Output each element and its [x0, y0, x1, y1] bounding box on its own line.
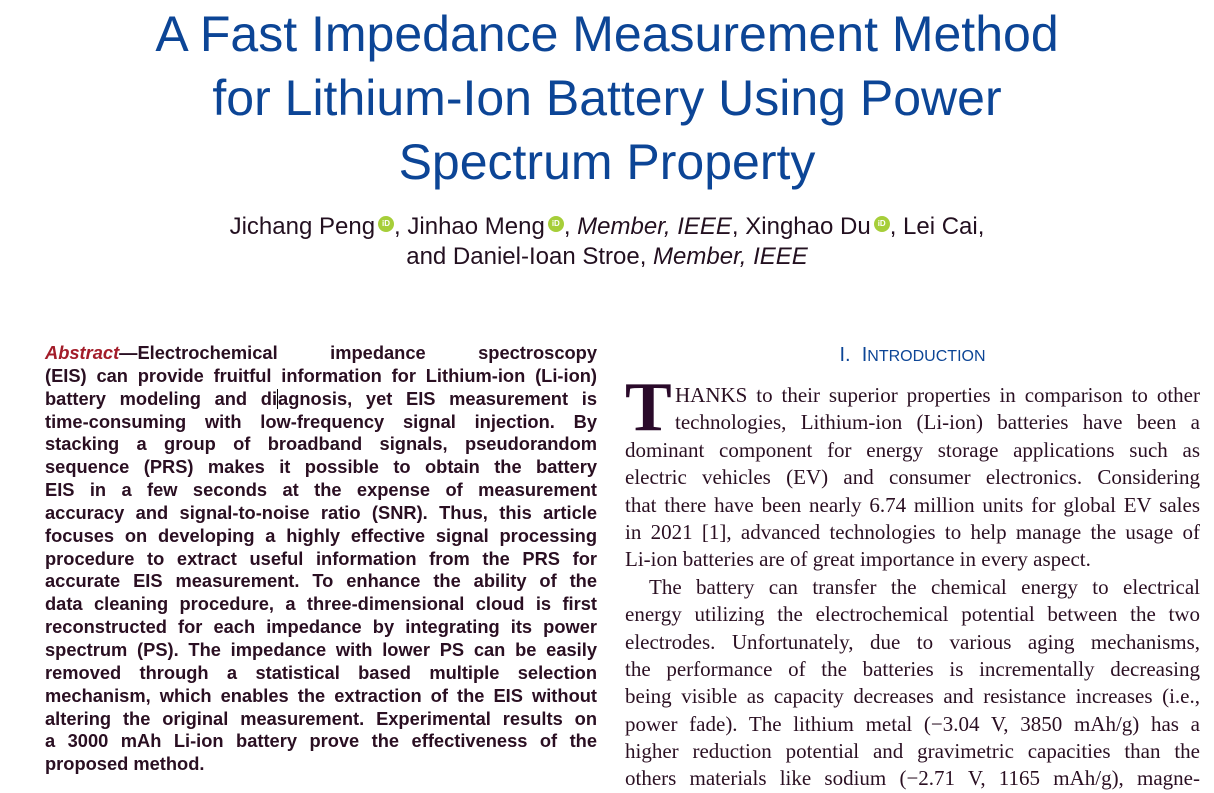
- author-list: Jichang Peng iD, Jinhao Meng iD, Member, I…: [229, 213, 985, 270]
- abstract-line: time-consuming with low-frequency signal…: [45, 410, 597, 432]
- body-line: electrodes. Unfortunately, due to variou…: [625, 629, 1200, 654]
- abstract-line: accurate EIS measurement. To enhance the…: [45, 570, 597, 592]
- abstract-line: EIS in a few seconds at the expense of m…: [45, 479, 597, 501]
- abstract-line: reconstructed for each impedance by inte…: [45, 616, 597, 638]
- introduction-section: I. INTRODUCTION T HANKS to their superio…: [625, 342, 1200, 793]
- body-line: power fade). The lithium metal (−3.04 V,…: [625, 711, 1200, 736]
- body-line: technologies, Lithium-ion (Li-ion) batte…: [675, 410, 1200, 435]
- author-name: Jinhao Meng: [407, 213, 545, 240]
- author-name: and Daniel-Ioan Stroe: [406, 243, 640, 270]
- orcid-icon[interactable]: iD: [378, 216, 395, 232]
- body-line: the performance of the batteries is incr…: [625, 656, 1200, 681]
- paper-title: A Fast Impedance Measurement Method for …: [0, 2, 1214, 194]
- body-line: others materials like sodium (−2.71 V, 1…: [625, 766, 1200, 791]
- abstract-line: stacking a group of broadband signals, p…: [45, 433, 597, 455]
- body-line: in 2021 [1], advanced technologies to he…: [625, 519, 1200, 544]
- abstract-line: (EIS) can provide fruitful information f…: [45, 364, 597, 386]
- title-line: for Lithium-Ion Battery Using Power: [212, 70, 1002, 126]
- abstract-line: Abstract—Electrochemical impedance spect…: [45, 342, 597, 363]
- author-name: Jichang Peng: [229, 213, 376, 240]
- abstract-line: focuses on developing a highly effective…: [45, 524, 597, 546]
- abstract-line: data cleaning procedure, a three-dimensi…: [45, 593, 597, 615]
- title-line: A Fast Impedance Measurement Method: [155, 6, 1059, 62]
- author-membership: Member, IEEE: [577, 213, 732, 240]
- abstract-line: proposed method.: [45, 753, 205, 775]
- orcid-icon[interactable]: iD: [873, 216, 890, 232]
- body-line: Li-ion batteries are of great importance…: [625, 547, 1091, 572]
- drop-cap: T: [625, 369, 672, 446]
- body-line: dominant component for energy storage ap…: [625, 437, 1200, 462]
- body-line: that there have been nearly 6.74 million…: [625, 492, 1200, 517]
- abstract-line: procedure to extract useful information …: [45, 547, 597, 569]
- body-line: energy utilizing the electrochemical pot…: [625, 602, 1200, 627]
- author-membership: Member, IEEE: [653, 243, 808, 270]
- abstract-label: Abstract: [45, 342, 120, 363]
- abstract-line: sequence (PRS) makes it possible to obta…: [45, 456, 597, 478]
- abstract-line: spectrum (PS). The impedance with lower …: [45, 638, 597, 660]
- text-cursor: [277, 388, 279, 409]
- abstract-line: mechanism, which enables the extraction …: [45, 684, 597, 706]
- body-line: The battery can transfer the chemical en…: [649, 574, 1200, 599]
- section-heading: I. INTRODUCTION: [839, 344, 986, 366]
- abstract-line: altering the original measurement. Exper…: [45, 707, 597, 729]
- abstract-line: removed through a statistical based mult…: [45, 661, 597, 683]
- author-name: Xinghao Du: [745, 213, 871, 240]
- body-line: being visible as capacity decreases and …: [625, 684, 1200, 709]
- abstract-line: a 3000 mAh Li-ion battery prove the effe…: [45, 730, 597, 752]
- title-line: Spectrum Property: [398, 134, 816, 190]
- abstract: Abstract—Electrochemical impedance spect…: [45, 342, 597, 776]
- author-name: Lei Cai,: [903, 213, 985, 240]
- orcid-icon[interactable]: iD: [547, 216, 564, 232]
- body-line: HANKS to their superior properties in co…: [675, 383, 1200, 407]
- abstract-line: battery modeling and diagnosis, yet EIS …: [45, 387, 597, 409]
- body-line: electric vehicles (EV) and consumer elec…: [625, 465, 1200, 490]
- body-line: higher reduction potential and gravimetr…: [625, 739, 1200, 764]
- abstract-line: accuracy and signal-to-noise ratio (SNR)…: [45, 501, 597, 523]
